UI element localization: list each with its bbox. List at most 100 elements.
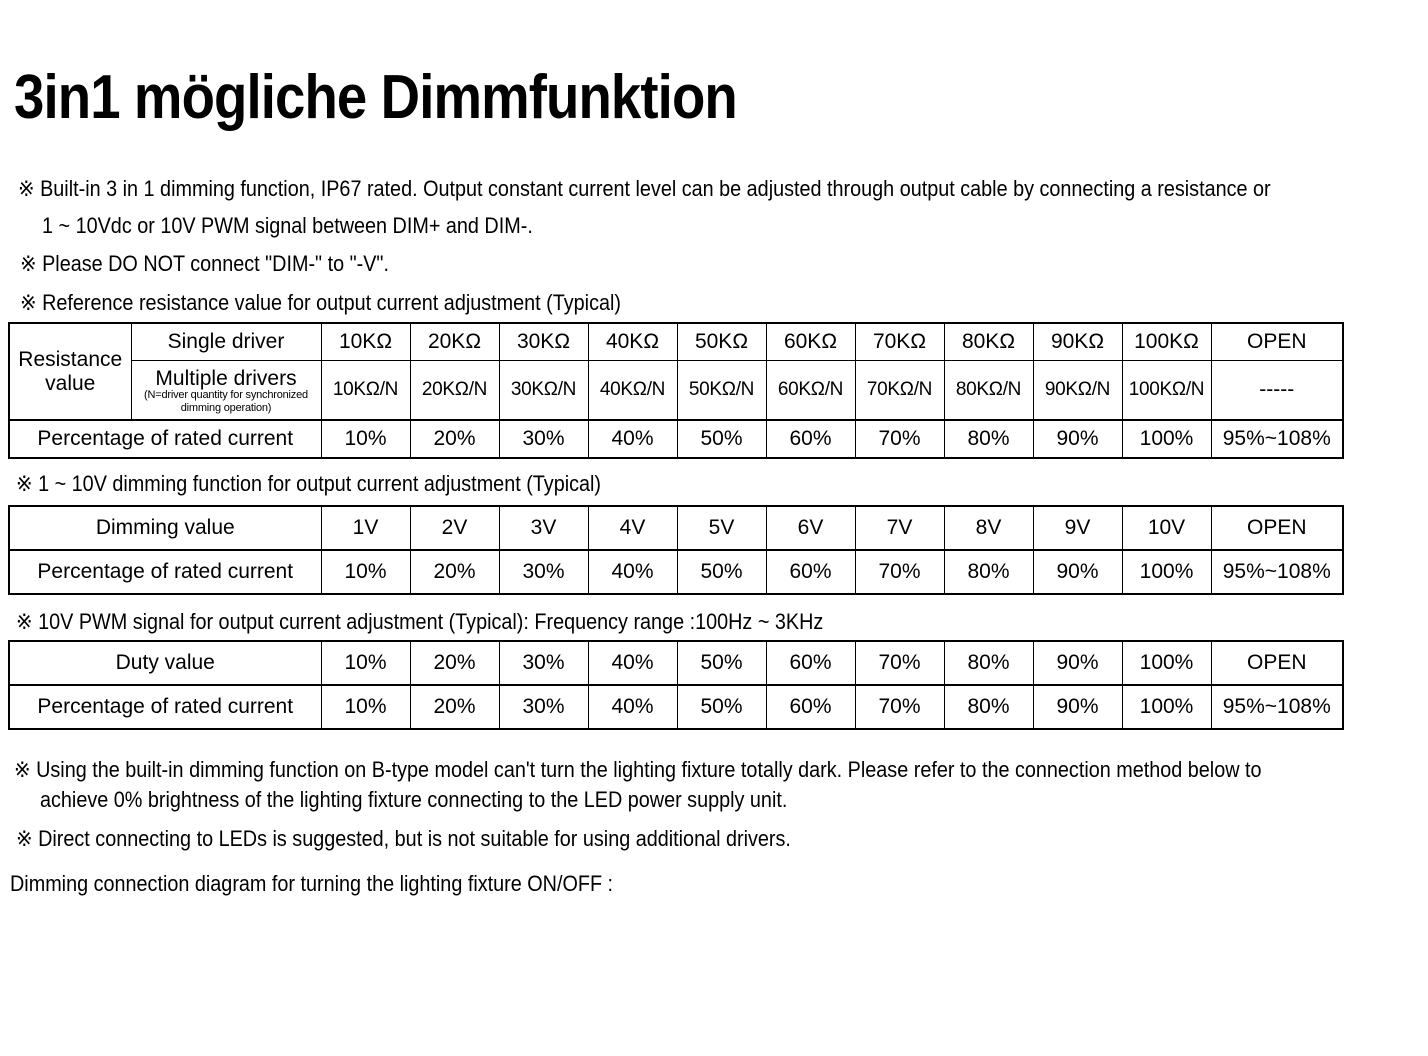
resistance-single-cell: 70KΩ <box>854 322 945 361</box>
resistance-single-cell: 80KΩ <box>943 322 1034 361</box>
duty-percent-cell: 50% <box>676 684 767 730</box>
duty-value-label: Duty value <box>8 640 322 686</box>
duty-value-cell: 50% <box>676 640 767 686</box>
resistance-percent-cell: 60% <box>765 419 856 459</box>
resistance-group-label: Resistance value <box>8 322 132 421</box>
note-builtin-dimming-line1: ※ Built-in 3 in 1 dimming function, IP67… <box>18 176 1271 201</box>
dimming-value-cell: OPEN <box>1210 505 1344 551</box>
resistance-multiple-cell: ----- <box>1210 360 1344 421</box>
note-dimming-connection-diagram: Dimming connection diagram for turning t… <box>10 871 614 896</box>
resistance-single-cell: 20KΩ <box>409 322 500 361</box>
dimming-percent-cell: 100% <box>1121 549 1212 595</box>
duty-percent-cell: 60% <box>765 684 856 730</box>
duty-value-cell: 100% <box>1121 640 1212 686</box>
duty-percent-cell: 40% <box>587 684 678 730</box>
duty-value-cell: 30% <box>498 640 589 686</box>
duty-percent-cell: 95%~108% <box>1210 684 1344 730</box>
dimming-value-cell: 5V <box>676 505 767 551</box>
resistance-percent-cell: 95%~108% <box>1210 419 1344 459</box>
dimming-value-cell: 8V <box>943 505 1034 551</box>
dimming-percent-cell: 10% <box>320 549 411 595</box>
dimming-value-cell: 9V <box>1032 505 1123 551</box>
resistance-single-cell: OPEN <box>1210 322 1344 361</box>
note-do-not-connect: ※ Please DO NOT connect "DIM-" to "-V". <box>20 251 389 276</box>
note-btype-line2: achieve 0% brightness of the lighting fi… <box>40 787 788 812</box>
resistance-percent-cell: 10% <box>320 419 411 459</box>
resistance-percent-cell: 70% <box>854 419 945 459</box>
resistance-multiple-cell: 50KΩ/N <box>676 360 767 421</box>
duty-value-cell: OPEN <box>1210 640 1344 686</box>
dimming-percent-cell: 40% <box>587 549 678 595</box>
duty-percent-cell: 10% <box>320 684 411 730</box>
note-1-10v-dimming: ※ 1 ~ 10V dimming function for output cu… <box>16 471 602 496</box>
duty-percent-cell: 100% <box>1121 684 1212 730</box>
duty-value-cell: 40% <box>587 640 678 686</box>
dimming-percent-cell: 90% <box>1032 549 1123 595</box>
resistance-percent-cell: 30% <box>498 419 589 459</box>
dimming-value-label: Dimming value <box>8 505 322 551</box>
resistance-percent-cell: 50% <box>676 419 767 459</box>
pwm-duty-table: Duty value 10% 20% 30% 40% 50% 60% 70% 8… <box>8 640 1344 730</box>
resistance-multiple-cell: 10KΩ/N <box>320 360 411 421</box>
dimming-value-cell: 2V <box>409 505 500 551</box>
note-reference-resistance: ※ Reference resistance value for output … <box>20 290 621 315</box>
duty-value-cell: 90% <box>1032 640 1123 686</box>
multiple-drivers-label-cell: Multiple drivers (N=driver quantity for … <box>130 360 322 421</box>
resistance-table: Resistance value Single driver 10KΩ 20KΩ… <box>8 322 1344 459</box>
resistance-percent-cell: 80% <box>943 419 1034 459</box>
dimming-value-table: Dimming value 1V 2V 3V 4V 5V 6V 7V 8V 9V… <box>8 505 1345 595</box>
dimming-value-cell: 1V <box>320 505 411 551</box>
page-title: 3in1 mögliche Dimmfunktion <box>14 62 738 132</box>
resistance-percentage-label: Percentage of rated current <box>8 419 322 459</box>
dimming-value-cell: 7V <box>854 505 945 551</box>
resistance-single-cell: 60KΩ <box>765 322 856 361</box>
duty-percent-cell: 80% <box>943 684 1034 730</box>
multiple-drivers-note-line2: dimming operation) <box>180 401 272 414</box>
duty-value-cell: 80% <box>943 640 1034 686</box>
resistance-multiple-cell: 30KΩ/N <box>498 360 589 421</box>
duty-value-cell: 70% <box>854 640 945 686</box>
dimming-percent-cell: 20% <box>409 549 500 595</box>
duty-value-cell: 60% <box>765 640 856 686</box>
note-builtin-dimming-line2: 1 ~ 10Vdc or 10V PWM signal between DIM+… <box>42 213 533 238</box>
dimming-percent-cell: 50% <box>676 549 767 595</box>
resistance-multiple-cell: 40KΩ/N <box>587 360 678 421</box>
resistance-percent-cell: 40% <box>587 419 678 459</box>
resistance-multiple-cell: 90KΩ/N <box>1032 360 1123 421</box>
duty-value-cell: 20% <box>409 640 500 686</box>
multiple-drivers-note-line1: (N=driver quantity for synchronized <box>144 388 308 401</box>
note-direct-connecting: ※ Direct connecting to LEDs is suggested… <box>16 826 791 851</box>
resistance-percent-cell: 100% <box>1121 419 1212 459</box>
resistance-multiple-cell: 100KΩ/N <box>1121 360 1212 421</box>
resistance-multiple-cell: 20KΩ/N <box>409 360 500 421</box>
resistance-multiple-cell: 70KΩ/N <box>854 360 945 421</box>
resistance-single-cell: 30KΩ <box>498 322 589 361</box>
resistance-single-cell: 50KΩ <box>676 322 767 361</box>
multiple-drivers-label: Multiple drivers <box>155 366 297 390</box>
dimming-percent-cell: 60% <box>765 549 856 595</box>
dimming-value-cell: 3V <box>498 505 589 551</box>
single-driver-label: Single driver <box>130 322 322 361</box>
resistance-single-cell: 10KΩ <box>320 322 411 361</box>
dimming-value-cell: 10V <box>1121 505 1212 551</box>
dimming-percent-cell: 80% <box>943 549 1034 595</box>
dimming-percent-cell: 70% <box>854 549 945 595</box>
dimming-percentage-label: Percentage of rated current <box>8 549 322 595</box>
dimming-value-cell: 4V <box>587 505 678 551</box>
resistance-multiple-cell: 80KΩ/N <box>943 360 1034 421</box>
resistance-percent-cell: 90% <box>1032 419 1123 459</box>
duty-percent-cell: 20% <box>409 684 500 730</box>
note-btype-line1: ※ Using the built-in dimming function on… <box>14 757 1262 782</box>
duty-percentage-label: Percentage of rated current <box>8 684 322 730</box>
dimming-percent-cell: 30% <box>498 549 589 595</box>
dimming-value-cell: 6V <box>765 505 856 551</box>
resistance-multiple-cell: 60KΩ/N <box>765 360 856 421</box>
resistance-percent-cell: 20% <box>409 419 500 459</box>
dimming-percent-cell: 95%~108% <box>1210 549 1344 595</box>
duty-value-cell: 10% <box>320 640 411 686</box>
resistance-single-cell: 40KΩ <box>587 322 678 361</box>
duty-percent-cell: 90% <box>1032 684 1123 730</box>
resistance-single-cell: 100KΩ <box>1121 322 1212 361</box>
duty-percent-cell: 30% <box>498 684 589 730</box>
